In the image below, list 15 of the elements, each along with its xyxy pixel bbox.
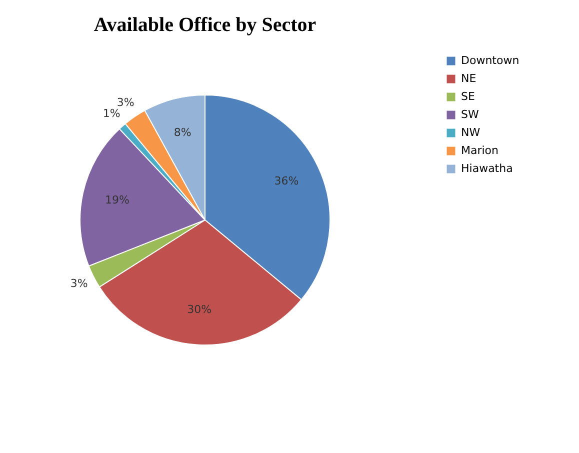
legend-label: SE bbox=[461, 90, 475, 103]
legend-label: Hiawatha bbox=[461, 162, 513, 175]
data-label: 3% bbox=[70, 277, 88, 290]
legend-label: SW bbox=[461, 108, 479, 121]
legend-label: Downtown bbox=[461, 54, 520, 67]
data-label: 3% bbox=[116, 96, 134, 110]
data-label: 30% bbox=[187, 302, 212, 316]
legend-label: NW bbox=[461, 126, 480, 139]
legend-label: Marion bbox=[461, 144, 499, 157]
chart-title: Available Office by Sector bbox=[94, 14, 316, 36]
data-label: 36% bbox=[274, 174, 299, 188]
data-label: 1% bbox=[102, 107, 120, 120]
legend-label: NE bbox=[461, 72, 476, 85]
data-label: 19% bbox=[104, 193, 130, 206]
data-label: 8% bbox=[174, 126, 192, 139]
